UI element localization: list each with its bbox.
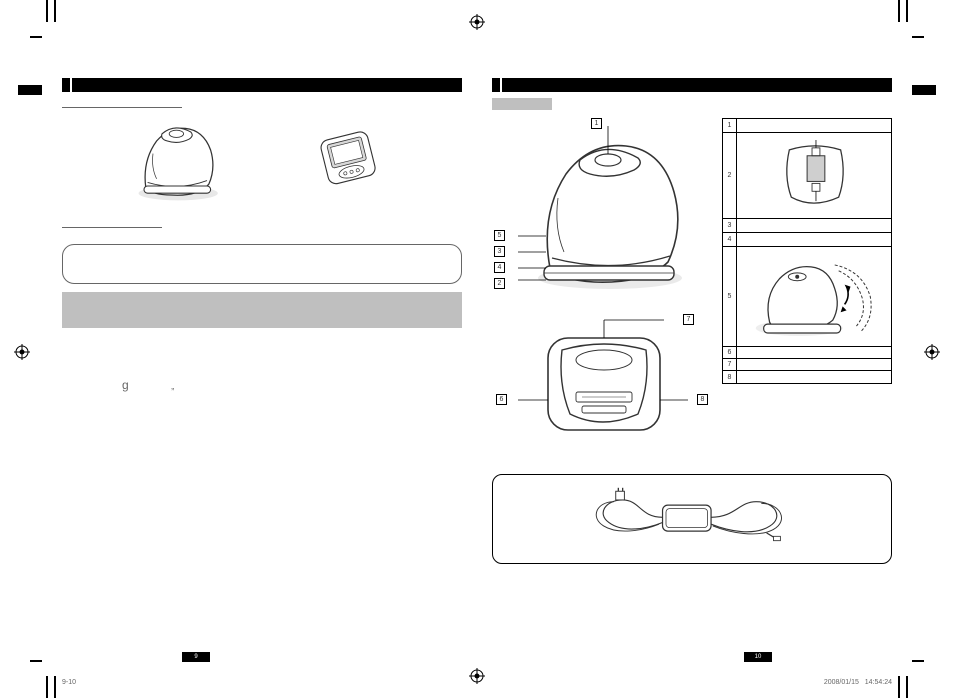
footer-page-range: 9-10 bbox=[62, 679, 76, 686]
footnote: g „ bbox=[62, 378, 462, 392]
table-row: 8 bbox=[723, 371, 891, 383]
section-header-left bbox=[62, 78, 462, 92]
header-ticker bbox=[492, 78, 500, 92]
crop-mark bbox=[898, 0, 900, 22]
table-row: 1 bbox=[723, 119, 891, 133]
callout-2: 2 bbox=[494, 278, 505, 289]
crop-mark bbox=[46, 676, 48, 698]
header-bar bbox=[502, 78, 892, 92]
table-row: 5 bbox=[723, 247, 891, 347]
footer-datetime: 2008/01/15 14:54:24 bbox=[824, 679, 892, 686]
crop-mark bbox=[906, 0, 908, 22]
subtitle-chip-a bbox=[492, 98, 552, 110]
page-number-tab-right: 10 bbox=[744, 652, 772, 662]
row-label bbox=[737, 233, 891, 246]
row-num: 8 bbox=[723, 371, 737, 383]
page-right: 1 5 3 4 2 bbox=[492, 78, 892, 658]
subtitle-row bbox=[492, 98, 892, 110]
callout-8: 8 bbox=[697, 394, 708, 405]
callout-4: 4 bbox=[494, 262, 505, 273]
row-illustration-reservoir bbox=[737, 133, 891, 218]
row-num: 5 bbox=[723, 247, 737, 346]
row-label bbox=[737, 347, 891, 358]
row-num: 3 bbox=[723, 219, 737, 232]
footnote-symbol: g bbox=[122, 378, 129, 392]
header-ticker bbox=[62, 78, 70, 92]
page-left: g „ 9 bbox=[62, 78, 462, 658]
intro-col-1 bbox=[62, 218, 254, 234]
intro-columns bbox=[62, 218, 462, 234]
callout-3: 3 bbox=[494, 246, 505, 257]
callout-6: 6 bbox=[496, 394, 507, 405]
main-unit-illustration bbox=[125, 114, 235, 204]
registration-mark-top bbox=[469, 14, 485, 30]
crop-mark bbox=[898, 676, 900, 698]
row-num: 2 bbox=[723, 133, 737, 218]
crop-mark bbox=[912, 36, 924, 38]
callout-box-grey bbox=[62, 292, 462, 328]
crop-mark bbox=[54, 676, 56, 698]
row-label bbox=[737, 359, 891, 370]
parts-diagrams: 1 5 3 4 2 bbox=[492, 118, 712, 460]
callout-box-outline bbox=[62, 244, 462, 284]
print-footer: 9-10 2008/01/15 14:54:24 bbox=[62, 679, 892, 686]
page-edge-tab-right bbox=[912, 85, 936, 95]
crop-mark bbox=[30, 660, 42, 662]
column-underline bbox=[62, 218, 162, 228]
crop-mark bbox=[906, 676, 908, 698]
footnote-close: „ bbox=[171, 381, 174, 391]
remote-illustration bbox=[300, 119, 400, 199]
intro-col-2 bbox=[270, 218, 462, 234]
row-num: 6 bbox=[723, 347, 737, 358]
page-edge-tab-left bbox=[18, 85, 42, 95]
footer-time: 14:54:24 bbox=[865, 679, 892, 686]
row-label bbox=[737, 371, 891, 383]
row-num: 7 bbox=[723, 359, 737, 370]
crop-mark bbox=[912, 660, 924, 662]
table-row: 2 bbox=[723, 133, 891, 219]
page-number-tab-left: 9 bbox=[182, 652, 210, 662]
adapter-illustration bbox=[562, 481, 822, 557]
crop-mark bbox=[30, 36, 42, 38]
callout-1: 1 bbox=[591, 118, 602, 129]
registration-mark-left bbox=[14, 344, 30, 360]
header-bar bbox=[72, 78, 462, 92]
main-unit-diagram-svg bbox=[492, 118, 712, 298]
right-main: 1 5 3 4 2 bbox=[492, 118, 892, 460]
table-row: 7 bbox=[723, 359, 891, 371]
spread: g „ 9 bbox=[62, 78, 892, 658]
registration-mark-right bbox=[924, 344, 940, 360]
adapter-box bbox=[492, 474, 892, 564]
subheading-underline bbox=[62, 98, 182, 108]
row-illustration-tilt bbox=[737, 247, 891, 346]
row-label bbox=[737, 119, 891, 132]
parts-table-column: 1 2 bbox=[722, 118, 892, 460]
diagram-main-unit: 1 5 3 4 2 bbox=[492, 118, 712, 298]
row-num: 1 bbox=[723, 119, 737, 132]
section-header-right bbox=[492, 78, 892, 92]
callout-7: 7 bbox=[683, 314, 694, 325]
table-row: 4 bbox=[723, 233, 891, 247]
body-text-placeholder bbox=[62, 338, 462, 378]
intro-images bbox=[92, 114, 432, 204]
diagram-base-unit: 7 6 8 bbox=[492, 314, 712, 444]
table-row: 6 bbox=[723, 347, 891, 359]
base-unit-diagram-svg bbox=[492, 314, 712, 444]
callout-5: 5 bbox=[494, 230, 505, 241]
footer-date: 2008/01/15 bbox=[824, 679, 859, 686]
row-num: 4 bbox=[723, 233, 737, 246]
table-row: 3 bbox=[723, 219, 891, 233]
crop-mark bbox=[54, 0, 56, 22]
crop-mark bbox=[46, 0, 48, 22]
row-label bbox=[737, 219, 891, 232]
parts-table: 1 2 bbox=[722, 118, 892, 384]
